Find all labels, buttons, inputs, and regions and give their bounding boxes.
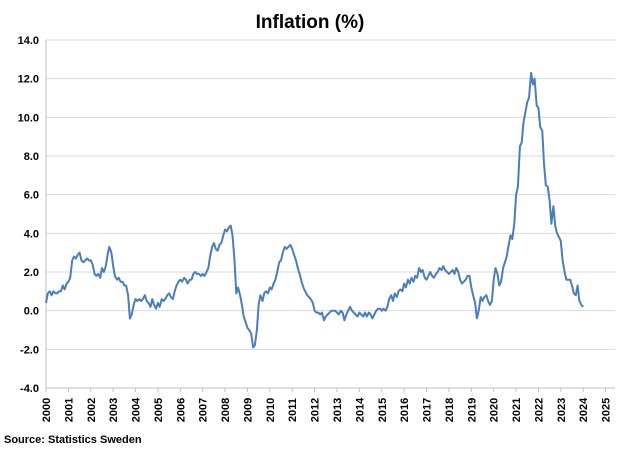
source-note: Source: Statistics Sweden xyxy=(4,434,142,446)
y-tick-label: 6.0 xyxy=(24,190,39,202)
series-layer xyxy=(45,71,584,349)
x-tick-label: 2009 xyxy=(242,398,254,422)
x-tick-label: 2012 xyxy=(310,398,322,422)
x-tick-label: 2005 xyxy=(153,398,165,422)
x-tick-label: 2000 xyxy=(41,398,53,422)
y-tick-label: 14.0 xyxy=(18,35,39,47)
x-tick-label: 2020 xyxy=(489,398,501,422)
x-tick-label: 2007 xyxy=(198,398,210,422)
x-tick-labels: 2000 2001 2002 2003 2004 2005 2006 2007 2008 2009… xyxy=(41,397,613,422)
x-tick-label: 2004 xyxy=(131,397,143,422)
x-tick-label: 2010 xyxy=(265,398,277,422)
x-tick-label: 2014 xyxy=(354,397,366,422)
y-tick-label: 2.0 xyxy=(24,267,39,279)
y-tick-label: 12.0 xyxy=(18,74,39,86)
x-tick-label: 2018 xyxy=(444,398,456,422)
x-tick-label: 2015 xyxy=(377,398,389,422)
y-tick-labels: 14.0 12.0 10.0 8.0 6.0 4.0 2.0 0.0 -2.0 -4.0 xyxy=(18,35,39,395)
y-tick-label: 4.0 xyxy=(24,228,39,240)
x-tick-label: 2017 xyxy=(422,398,434,422)
x-tick-label: 2001 xyxy=(63,398,75,422)
x-tick-label: 2006 xyxy=(175,398,187,422)
x-tick-label: 2008 xyxy=(220,398,232,422)
x-tick-label: 2003 xyxy=(108,398,120,422)
y-tick-label: -2.0 xyxy=(20,344,39,356)
x-tick-label: 2024 xyxy=(578,397,590,422)
x-tick-label: 2011 xyxy=(287,398,299,422)
x-tick-label: 2021 xyxy=(511,398,523,422)
x-tick-label: 2019 xyxy=(466,398,478,422)
x-tick-label: 2013 xyxy=(332,398,344,422)
chart-title: Inflation (%) xyxy=(256,12,365,33)
y-tick-label: 8.0 xyxy=(24,151,39,163)
x-tick-label: 2022 xyxy=(533,398,545,422)
axes xyxy=(45,40,615,392)
y-tick-label: 0.0 xyxy=(24,306,39,318)
y-tick-label: 10.0 xyxy=(18,112,39,124)
x-tick-label: 2025 xyxy=(601,398,613,422)
series-line-inflation xyxy=(45,71,584,349)
x-tick-label: 2016 xyxy=(399,398,411,422)
x-tick-label: 2002 xyxy=(86,398,98,422)
x-tick-label: 2023 xyxy=(556,398,568,422)
y-tick-label: -4.0 xyxy=(20,383,39,395)
